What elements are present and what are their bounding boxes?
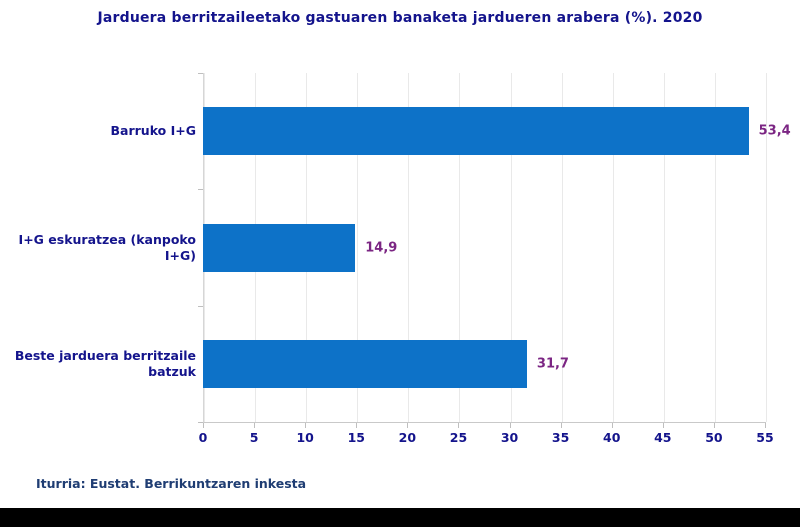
x-tick-mark <box>765 423 766 428</box>
x-tick-mark <box>713 423 715 428</box>
x-tick-label: 40 <box>603 430 621 445</box>
x-tick-mark <box>458 423 460 428</box>
x-tick-mark <box>662 423 664 428</box>
x-tick-label: 0 <box>198 430 208 445</box>
gridline <box>408 73 410 422</box>
bar <box>203 223 356 272</box>
x-tick-label: 25 <box>449 430 468 445</box>
y-tick-mark <box>198 73 203 74</box>
footer-bar <box>0 508 800 527</box>
gridline <box>714 73 716 422</box>
source-note: Iturria: Eustat. Berrikuntzaren inkesta <box>36 476 307 491</box>
x-tick-label: 20 <box>398 430 417 445</box>
gridline <box>510 73 512 422</box>
gridline <box>612 73 614 422</box>
category-label: Beste jarduera berritzaile batzuk <box>14 347 196 379</box>
bar-value-label: 31,7 <box>536 356 569 372</box>
y-tick-mark <box>198 422 203 423</box>
x-tick-label: 50 <box>705 430 723 445</box>
gridline <box>766 73 767 422</box>
x-tick-mark <box>254 423 256 428</box>
x-tick-mark <box>203 423 204 428</box>
bar <box>203 339 527 388</box>
gridline <box>357 73 359 422</box>
x-tick-label: 10 <box>296 430 314 445</box>
gridline <box>663 73 665 422</box>
x-tick-mark <box>509 423 511 428</box>
x-tick-label: 55 <box>756 430 774 445</box>
category-label: I+G eskuratzea (kanpoko I+G) <box>18 231 196 263</box>
bar-value-label: 14,9 <box>365 240 398 255</box>
x-tick-label: 45 <box>654 430 672 445</box>
x-tick-label: 35 <box>551 430 570 445</box>
y-tick-mark <box>198 189 203 191</box>
x-tick-label: 15 <box>347 430 365 445</box>
x-tick-mark <box>560 423 562 428</box>
x-tick-label: 5 <box>249 430 259 445</box>
gridline <box>459 73 461 422</box>
x-tick-mark <box>611 423 613 428</box>
category-label: Barruko I+G <box>110 123 197 139</box>
bar-value-label: 53,4 <box>758 123 791 139</box>
x-tick-mark <box>305 423 307 428</box>
y-tick-mark <box>198 305 203 307</box>
gridline <box>561 73 563 422</box>
x-tick-mark <box>407 423 409 428</box>
x-tick-mark <box>356 423 358 428</box>
chart-title: Jarduera berritzaileetako gastuaren bana… <box>97 10 703 26</box>
x-tick-label: 30 <box>500 430 519 445</box>
bar <box>203 107 749 156</box>
